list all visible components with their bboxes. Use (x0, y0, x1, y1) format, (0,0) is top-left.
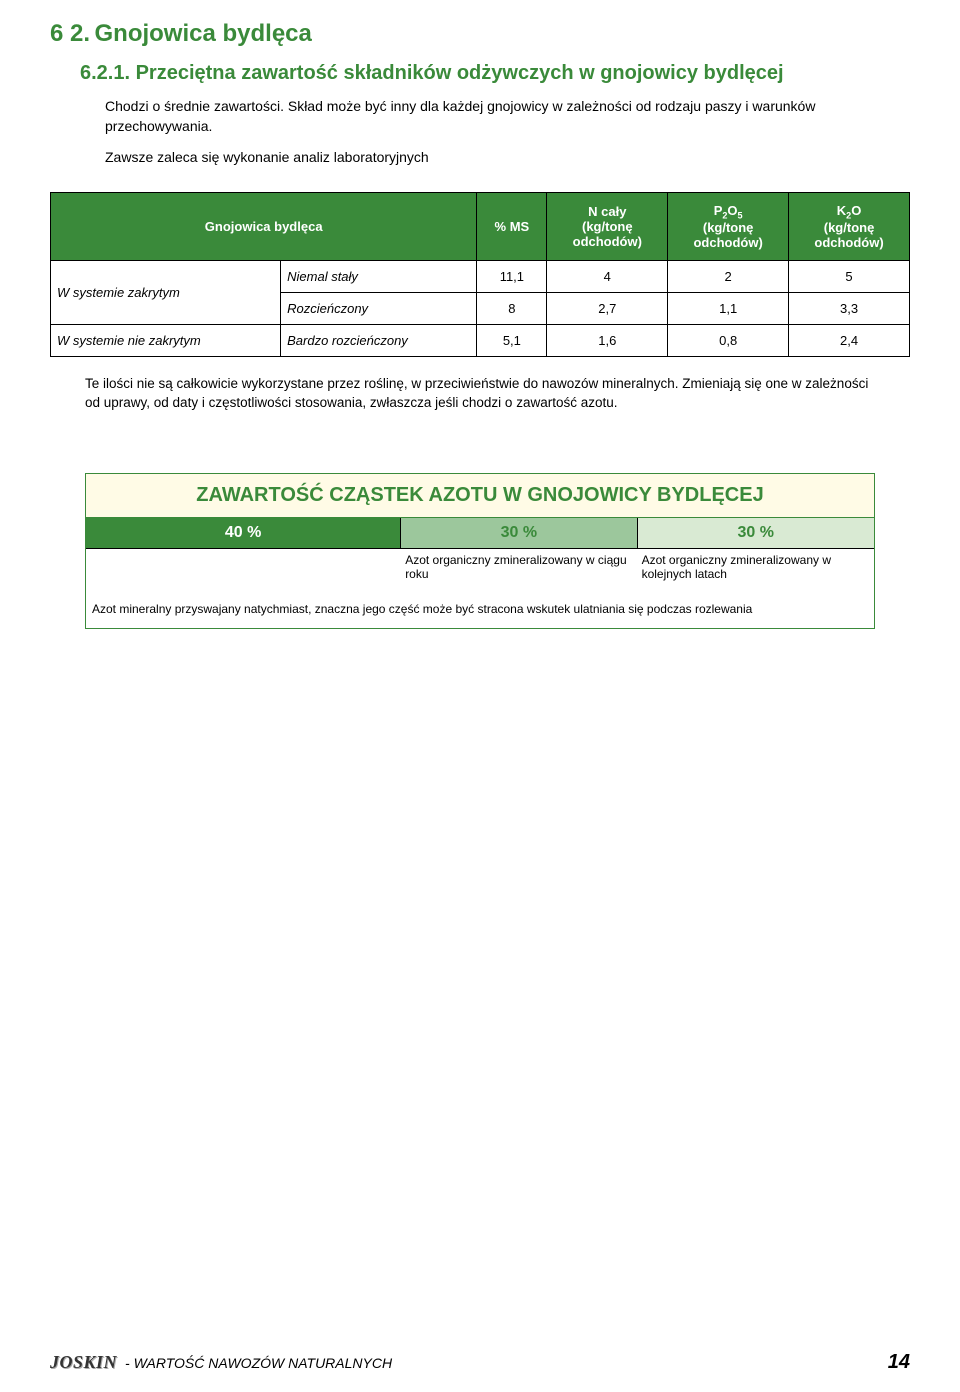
cell: 1,1 (668, 293, 789, 325)
azot-segment-2: 30 % (401, 518, 637, 549)
azot-label-2: Azot organiczny zmineralizowany w ciągu … (401, 553, 637, 581)
section-number: 6 2. (50, 20, 90, 47)
cell: 5,1 (477, 325, 547, 357)
col-header-n: N cały(kg/tonęodchodów) (547, 192, 668, 261)
col-header-gnojowica: Gnojowica bydlęca (51, 192, 477, 261)
azot-segment-3: 30 % (638, 518, 874, 549)
section-title: Gnojowica bydlęca (94, 20, 311, 47)
footer-subtitle: - WARTOŚĆ NAWOZÓW NATURALNYCH (125, 1355, 392, 1371)
azot-label-1 (86, 553, 401, 581)
col-header-p: P2O5(kg/tonęodchodów) (668, 192, 789, 261)
footer-left: JOSKIN - WARTOŚĆ NAWOZÓW NATURALNYCH (50, 1352, 392, 1373)
cell: 1,6 (547, 325, 668, 357)
intro-text-2: Zawsze zaleca się wykonanie analiz labor… (105, 148, 910, 168)
cell: 2,4 (789, 325, 910, 357)
brand-logo: JOSKIN (50, 1352, 117, 1373)
azot-labels: Azot organiczny zmineralizowany w ciągu … (86, 549, 874, 581)
page-footer: JOSKIN - WARTOŚĆ NAWOZÓW NATURALNYCH 14 (50, 1351, 910, 1374)
intro-text-1: Chodzi o średnie zawartości. Skład może … (105, 97, 910, 136)
row-type: Niemal stały (281, 261, 477, 293)
cell: 2 (668, 261, 789, 293)
rowgroup-label: W systemie zakrytym (51, 261, 281, 325)
cell: 8 (477, 293, 547, 325)
azot-segments: 40 % 30 % 30 % (86, 518, 874, 549)
col-header-ms: % MS (477, 192, 547, 261)
cell: 11,1 (477, 261, 547, 293)
section-header: 6 2. Gnojowica bydlęca (50, 20, 910, 48)
page-number: 14 (888, 1351, 910, 1374)
cell: 5 (789, 261, 910, 293)
rowgroup-label: W systemie nie zakrytym (51, 325, 281, 357)
cell: 4 (547, 261, 668, 293)
subsection-title: 6.2.1. Przeciętna zawartość składników o… (80, 62, 910, 85)
azot-footnote: Azot mineralny przyswajany natychmiast, … (86, 581, 874, 628)
table-header-row: Gnojowica bydlęca % MS N cały(kg/tonęodc… (51, 192, 910, 261)
cell: 3,3 (789, 293, 910, 325)
cell: 0,8 (668, 325, 789, 357)
table-row: W systemie nie zakrytym Bardzo rozcieńcz… (51, 325, 910, 357)
row-type: Rozcieńczony (281, 293, 477, 325)
azot-segment-1: 40 % (86, 518, 401, 549)
nutrients-table: Gnojowica bydlęca % MS N cały(kg/tonęodc… (50, 192, 910, 358)
azot-label-3: Azot organiczny zmineralizowany w kolejn… (638, 553, 874, 581)
azot-box: ZAWARTOŚĆ CZĄSTEK AZOTU W GNOJOWICY BYDL… (85, 473, 875, 629)
col-header-k: K2O(kg/tonęodchodów) (789, 192, 910, 261)
table-row: W systemie zakrytym Niemal stały 11,1 4 … (51, 261, 910, 293)
row-type: Bardzo rozcieńczony (281, 325, 477, 357)
cell: 2,7 (547, 293, 668, 325)
table-caption: Te ilości nie są całkowicie wykorzystane… (85, 375, 875, 413)
azot-title: ZAWARTOŚĆ CZĄSTEK AZOTU W GNOJOWICY BYDL… (86, 474, 874, 518)
